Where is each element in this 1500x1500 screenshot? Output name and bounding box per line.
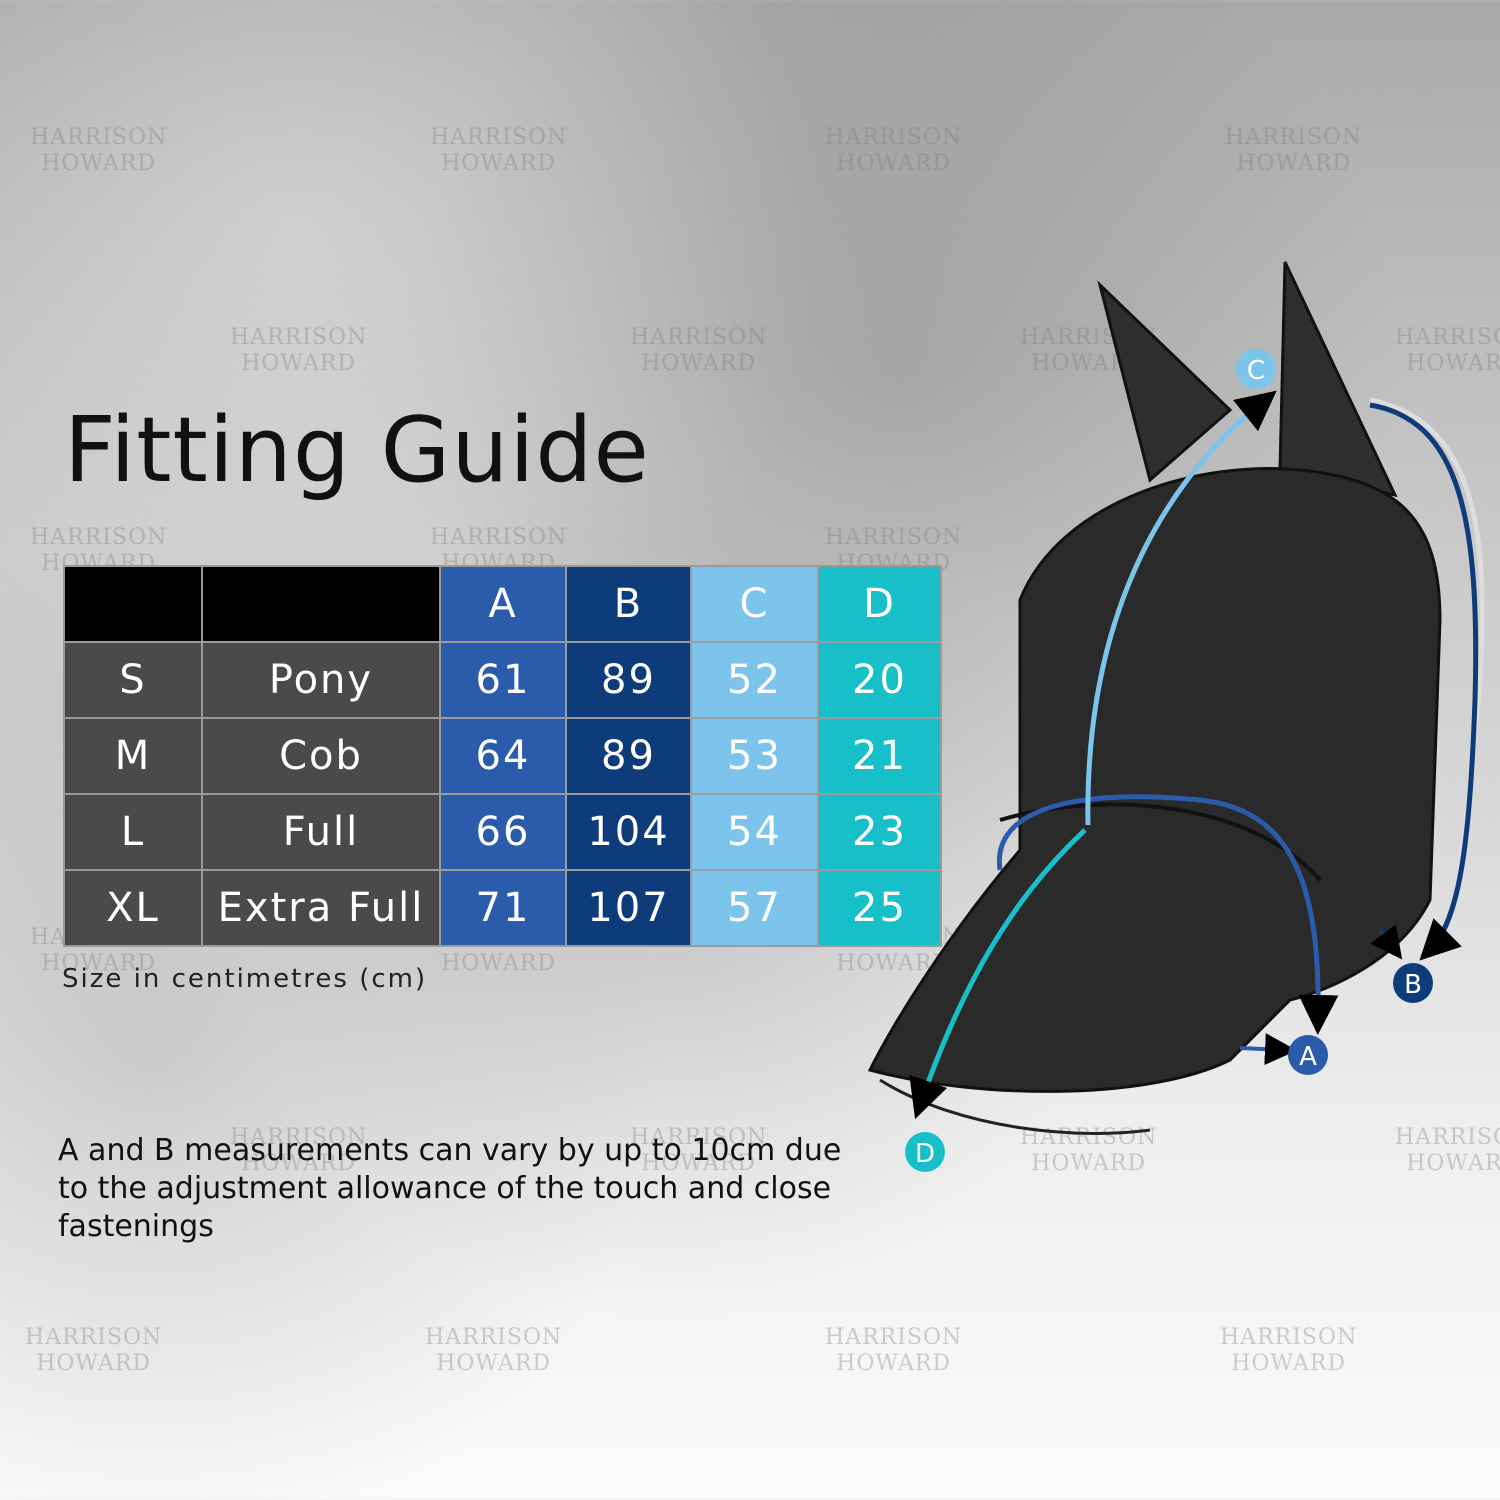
cell-b: 104	[565, 793, 692, 871]
svg-text:A: A	[1299, 1042, 1317, 1072]
cell-d: 25	[817, 869, 942, 947]
table-header-row: A B C D	[63, 565, 942, 643]
svg-text:D: D	[915, 1139, 935, 1169]
header-b: B	[565, 565, 692, 643]
header-a: A	[439, 565, 567, 643]
footnote: A and B measurements can vary by up to 1…	[58, 1133, 842, 1244]
cell-a: 71	[439, 869, 567, 947]
table-row: S Pony 61 89 52 20	[63, 641, 942, 719]
arrow-b	[1369, 402, 1479, 961]
ear-left	[1097, 280, 1233, 483]
cell-name: Cob	[201, 717, 441, 795]
table-row: L Full 66 104 54 23	[63, 793, 942, 871]
size-table: A B C D S Pony 61 89 52 20 M Cob 64 89 5…	[63, 565, 942, 947]
cell-c: 52	[690, 641, 819, 719]
units-note: Size in centimetres (cm)	[62, 964, 428, 994]
cell-b: 107	[565, 869, 692, 947]
cell-b: 89	[565, 641, 692, 719]
cell-d: 23	[817, 793, 942, 871]
cell-size: L	[63, 793, 203, 871]
horse-mask-diagram: A B C D	[867, 261, 1485, 1172]
arrow-d	[909, 828, 1087, 1120]
cell-a: 61	[439, 641, 567, 719]
cell-c: 54	[690, 793, 819, 871]
cell-b: 89	[565, 717, 692, 795]
cell-c: 53	[690, 717, 819, 795]
label-c-badge: C	[1236, 349, 1276, 389]
label-a-badge: A	[1288, 1035, 1328, 1075]
cell-d: 21	[817, 717, 942, 795]
table-row: XL Extra Full 71 107 57 25	[63, 869, 942, 947]
header-size	[63, 565, 203, 643]
header-d: D	[817, 565, 942, 643]
svg-text:C: C	[1247, 356, 1265, 386]
page-title: Fitting Guide	[64, 398, 650, 503]
cell-c: 57	[690, 869, 819, 947]
cell-a: 66	[439, 793, 567, 871]
table-row: M Cob 64 89 53 21	[63, 717, 942, 795]
cell-size: S	[63, 641, 203, 719]
header-c: C	[690, 565, 819, 643]
cell-a: 64	[439, 717, 567, 795]
label-b-badge: B	[1393, 963, 1433, 1003]
cell-size: M	[63, 717, 203, 795]
cell-d: 20	[817, 641, 942, 719]
arrow-a	[996, 794, 1339, 1035]
cell-name: Full	[201, 793, 441, 871]
svg-text:B: B	[1404, 970, 1422, 1000]
header-name	[201, 565, 441, 643]
mask-shape	[867, 467, 1442, 1093]
cell-name: Extra Full	[201, 869, 441, 947]
cell-name: Pony	[201, 641, 441, 719]
arrow-c	[1085, 390, 1277, 826]
label-d-badge: D	[905, 1132, 945, 1172]
cell-size: XL	[63, 869, 203, 947]
ear-right	[1278, 261, 1398, 498]
